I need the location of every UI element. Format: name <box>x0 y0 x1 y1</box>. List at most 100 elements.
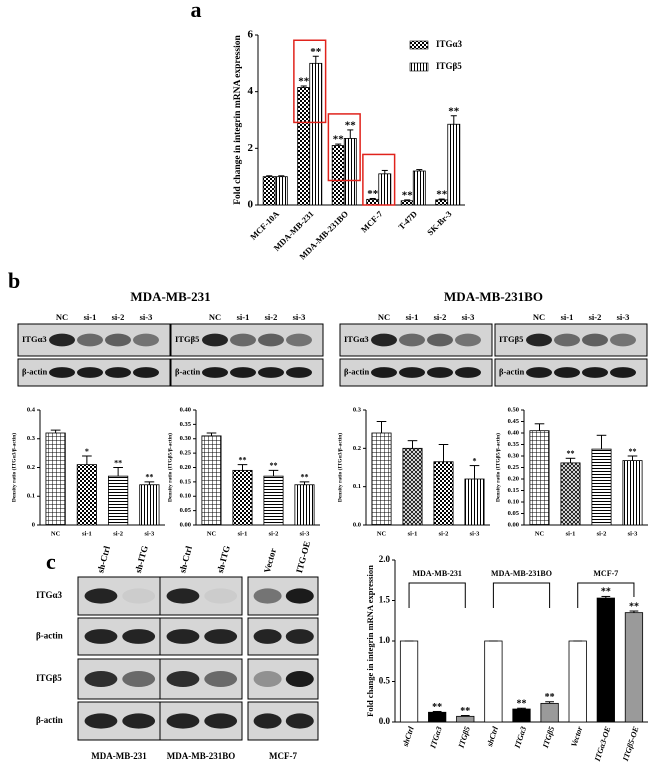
blot-panel-label: MDA-MB-231BO <box>167 751 236 761</box>
blot-band <box>427 334 453 347</box>
panel-label: a <box>191 0 202 22</box>
bar <box>108 476 127 525</box>
blot-band <box>77 367 103 378</box>
blot-band <box>85 671 118 687</box>
blot-row-label: ITGβ5 <box>499 334 523 344</box>
bar <box>372 433 391 525</box>
y-axis-label: Fold change in integrin mRNA expression <box>365 565 375 717</box>
blot-band <box>204 671 237 687</box>
x-tick-label: si-3 <box>300 530 311 537</box>
blot-panel-label: MCF-7 <box>269 751 297 761</box>
blot-band <box>230 367 256 378</box>
bar <box>310 63 322 205</box>
significance: ** <box>402 189 414 201</box>
blot-row-label: β-actin <box>36 715 63 725</box>
significance: * <box>473 456 477 465</box>
y-tick-label: 0.35 <box>180 421 192 428</box>
panel-label: b <box>8 268 20 293</box>
y-tick-label: 0 <box>32 521 35 528</box>
blot-band <box>254 629 282 644</box>
x-tick-label: ITGβ5 <box>456 725 472 750</box>
blot-row-label: β-actin <box>499 366 525 376</box>
x-tick-label: MCF-10A <box>248 208 282 242</box>
lane-label: NC <box>378 312 390 322</box>
blot-band <box>427 367 453 378</box>
blot-band <box>526 334 552 347</box>
significance: * <box>85 447 89 456</box>
y-tick-label: 0.2 <box>353 445 361 452</box>
blot-band <box>167 713 200 728</box>
significance: ** <box>367 188 379 200</box>
y-tick-label: 0.3 <box>353 406 362 413</box>
y-tick-label: 2 <box>248 142 254 154</box>
y-axis-label: Density ratio (ITGβ5/β-actin) <box>166 433 173 502</box>
significance: ** <box>333 134 345 146</box>
lane-label: si-3 <box>462 312 475 322</box>
blot-band <box>49 367 75 378</box>
blot-band <box>254 588 282 603</box>
lane-label: NC <box>209 312 221 322</box>
blot-band <box>49 334 75 347</box>
blot-band <box>258 334 284 347</box>
bar <box>400 641 417 722</box>
significance: ** <box>345 119 357 131</box>
blot-band <box>105 367 131 378</box>
group-bracket <box>493 583 549 608</box>
blot-band <box>204 713 237 728</box>
group-label: MDA-MB-231 <box>413 569 462 578</box>
bar <box>202 436 221 525</box>
x-tick-label: si-1 <box>566 530 576 537</box>
bar <box>465 479 484 525</box>
significance: ** <box>310 46 322 58</box>
blot-band <box>85 629 118 644</box>
y-tick-label: 0.40 <box>508 429 519 436</box>
lane-label: si-3 <box>293 312 306 322</box>
y-tick-label: 0.10 <box>180 493 191 500</box>
y-tick-label: 0.40 <box>180 406 191 413</box>
blot-group-title: MDA-MB-231BO <box>444 289 543 304</box>
bar <box>434 462 453 525</box>
blot-band <box>286 671 314 687</box>
blot-band <box>455 334 481 347</box>
blot-row-label: ITGβ5 <box>36 673 62 683</box>
blot-band <box>526 367 552 378</box>
blot-row-label: ITGβ5 <box>175 334 199 344</box>
bar <box>298 87 310 205</box>
blot-band <box>202 334 228 347</box>
lane-label: si-2 <box>112 312 125 322</box>
bar <box>264 476 283 525</box>
x-tick-label: si-2 <box>597 530 607 537</box>
bar <box>332 146 344 206</box>
blot-band <box>286 713 314 728</box>
lane-label: si-3 <box>140 312 153 322</box>
x-tick-label: si-1 <box>82 530 92 537</box>
x-tick-label: si-3 <box>145 530 156 537</box>
blot-band <box>554 367 580 378</box>
bar <box>140 485 159 525</box>
bar <box>295 485 314 525</box>
x-tick-label: ITGβ5-OE <box>621 725 641 763</box>
y-tick-label: 1.5 <box>379 595 391 605</box>
bar <box>457 716 474 722</box>
blot-band <box>202 367 228 378</box>
bar <box>367 199 379 205</box>
significance: ** <box>270 461 278 470</box>
blot-band <box>77 334 103 347</box>
significance: ** <box>448 105 460 117</box>
y-tick-label: 0.45 <box>508 418 520 425</box>
lane-label: si-2 <box>265 312 278 322</box>
significance: ** <box>601 587 611 598</box>
x-tick-label: si-1 <box>238 530 248 537</box>
y-tick-label: 0.0 <box>353 521 361 528</box>
panel-label: c <box>46 549 56 574</box>
blot-band <box>254 671 282 687</box>
blot-band <box>204 629 237 644</box>
significance: ** <box>298 76 310 88</box>
y-tick-label: 0.50 <box>508 406 519 413</box>
x-tick-label: NC <box>377 530 387 537</box>
bar <box>513 709 530 722</box>
bar <box>275 177 287 205</box>
bar <box>448 124 460 205</box>
